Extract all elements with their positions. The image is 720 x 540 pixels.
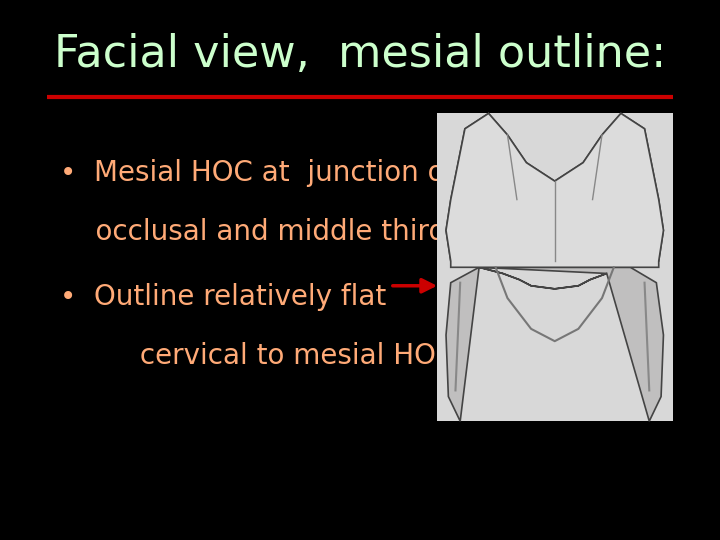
Polygon shape bbox=[446, 113, 663, 421]
Text: Facial view,  mesial outline:: Facial view, mesial outline: bbox=[54, 32, 666, 76]
Bar bbox=[436, 113, 673, 421]
Polygon shape bbox=[446, 113, 663, 267]
Text: •  Mesial HOC at  junction of: • Mesial HOC at junction of bbox=[60, 159, 454, 187]
Text: •  Outline relatively flat: • Outline relatively flat bbox=[60, 283, 387, 311]
Text: occlusal and middle thirds: occlusal and middle thirds bbox=[60, 218, 461, 246]
Text: cervical to mesial HOC: cervical to mesial HOC bbox=[60, 342, 456, 370]
